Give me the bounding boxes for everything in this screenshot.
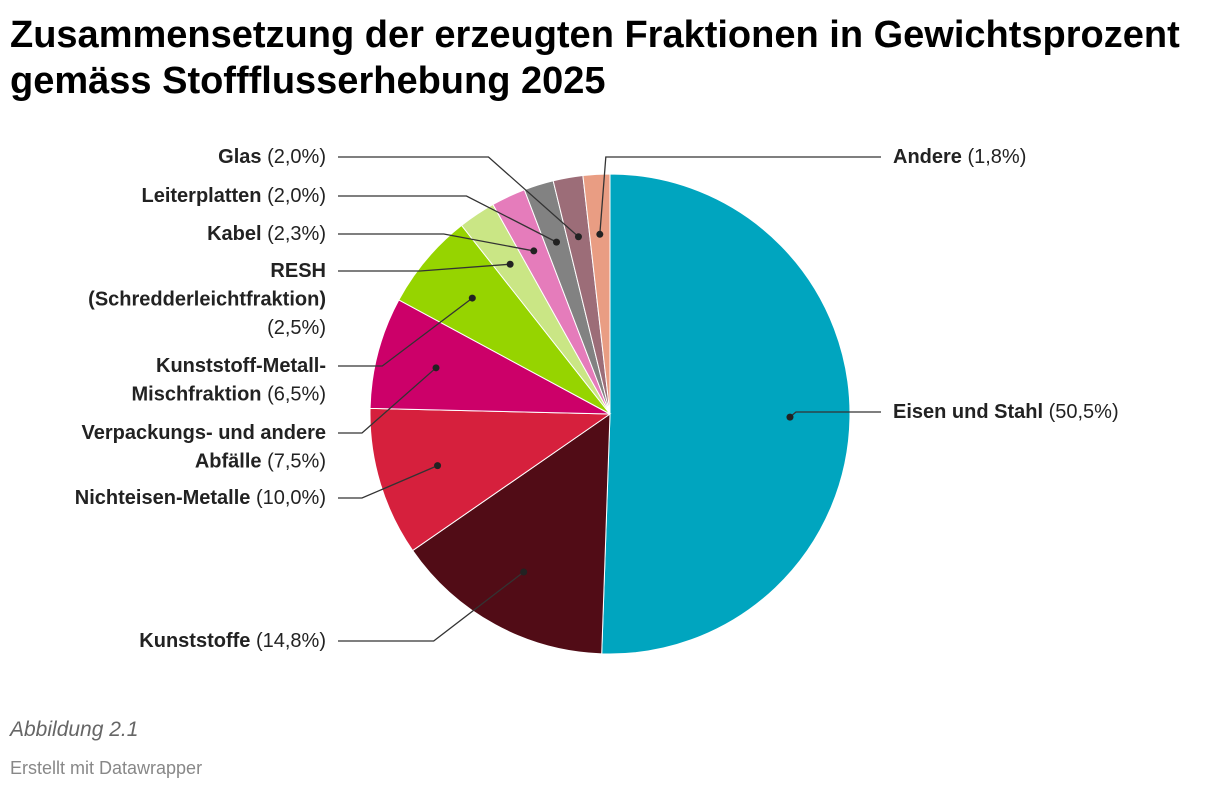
anchor-dot-leiterplatten bbox=[552, 238, 560, 246]
leader-lines bbox=[338, 156, 881, 642]
leader-line-kabel bbox=[338, 233, 534, 252]
pie-slice-verpackungs-und-andere-abfälle bbox=[369, 299, 611, 415]
pie-slice-kunststoffe bbox=[411, 413, 611, 655]
anchor-dot-kunststoffe bbox=[520, 568, 528, 576]
pie-slice-eisen-und-stahl bbox=[601, 173, 851, 655]
anchor-dot-kabel bbox=[530, 247, 538, 255]
slice-label-resh-schredderleichtfraktion: RESH (Schredderleichtfraktion) (2,5%) bbox=[88, 260, 326, 339]
pie-slice-nichteisen-metalle bbox=[369, 407, 612, 552]
anchor-dot-verpackungs-und-andere-abfälle bbox=[432, 364, 440, 372]
chart-title: Zusammensetzung der erzeugten Fraktionen… bbox=[10, 14, 1180, 102]
slice-label-leiterplatten: Leiterplatten (2,0%) bbox=[142, 185, 327, 207]
pie-slices bbox=[369, 173, 851, 655]
slice-label-glas: Glas (2,0%) bbox=[218, 146, 326, 168]
leader-line-andere bbox=[599, 156, 881, 235]
leader-line-leiterplatten bbox=[338, 195, 557, 243]
slice-label-andere: Andere (1,8%) bbox=[893, 146, 1026, 168]
slice-labels: Eisen und Stahl (50,5%) Kunststoffe (14,8… bbox=[75, 146, 1119, 652]
leader-line-glas bbox=[338, 156, 579, 238]
leader-line-nichteisen-metalle bbox=[338, 465, 438, 499]
slice-label-kunststoff-metall-mischfraktion: Kunststoff-Metall-Mischfraktion (6,5%) bbox=[132, 355, 327, 406]
slice-label-verpackungs-und-andere-abfälle: Verpackungs- und andere Abfälle (7,5%) bbox=[81, 422, 326, 473]
figure-caption: Abbildung 2.1 bbox=[10, 718, 139, 741]
anchor-dot-glas bbox=[574, 233, 582, 241]
anchor-dot-kunststoff-metall-mischfraktion bbox=[468, 294, 476, 302]
anchor-dot-resh-schredderleichtfraktion bbox=[506, 260, 514, 268]
leader-line-kunststoffe bbox=[338, 571, 525, 642]
slice-label-kabel: Kabel (2,3%) bbox=[207, 223, 326, 245]
slice-label-kunststoffe: Kunststoffe (14,8%) bbox=[139, 630, 326, 652]
leader-line-kunststoff-metall-mischfraktion bbox=[338, 297, 473, 367]
slice-label-nichteisen-metalle: Nichteisen-Metalle (10,0%) bbox=[75, 487, 326, 509]
slice-label-eisen-und-stahl: Eisen und Stahl (50,5%) bbox=[893, 401, 1119, 423]
leader-line-verpackungs-und-andere-abfälle bbox=[338, 367, 437, 434]
credit-line: Erstellt mit Datawrapper bbox=[10, 758, 203, 778]
leader-line-resh-schredderleichtfraktion bbox=[338, 263, 511, 272]
anchor-dot-nichteisen-metalle bbox=[434, 462, 442, 470]
anchor-dot-eisen-und-stahl bbox=[786, 413, 794, 421]
anchor-dot-andere bbox=[596, 230, 604, 238]
